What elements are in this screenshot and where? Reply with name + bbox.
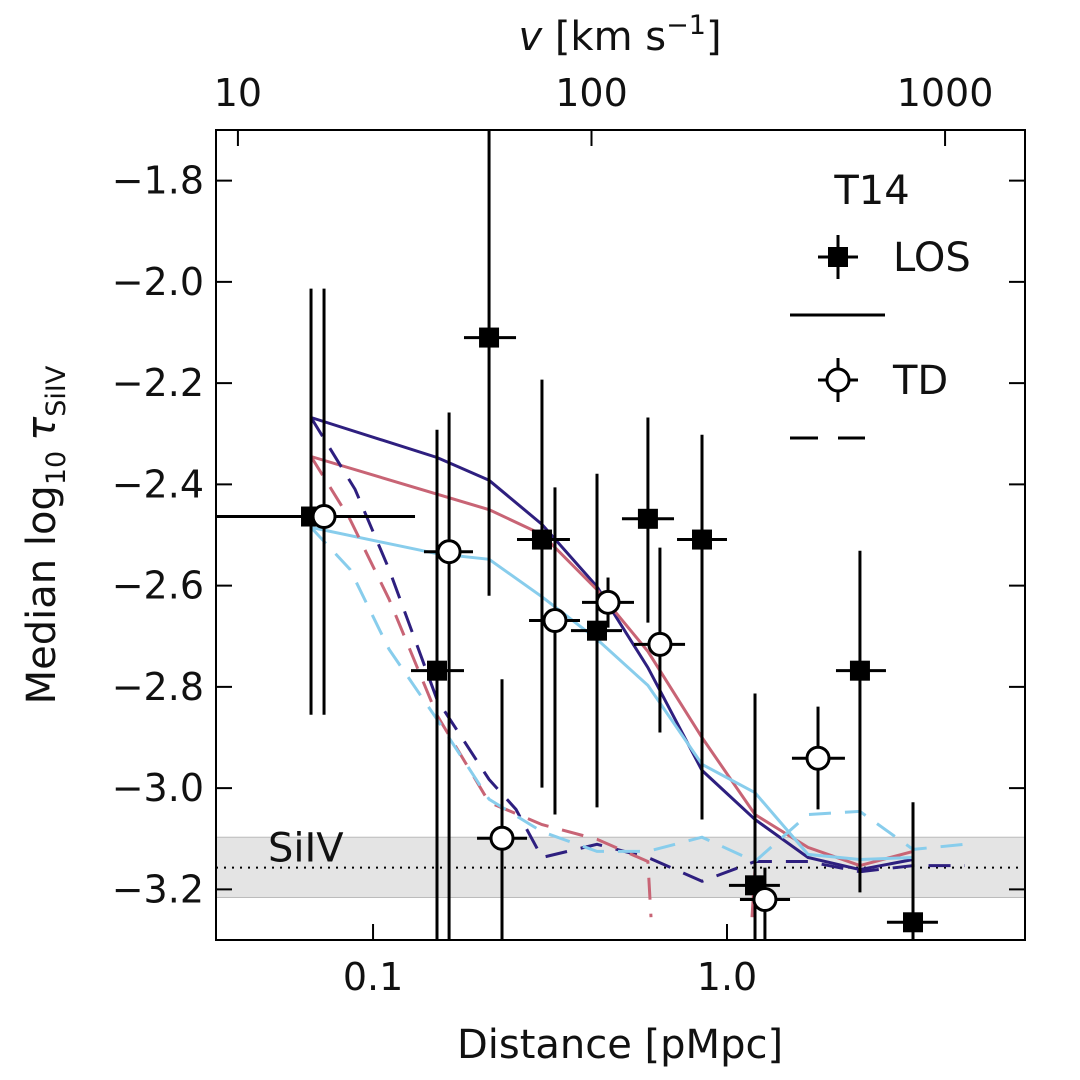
marker-circle bbox=[805, 745, 831, 771]
y-axis-label: Median log10 τSiIV bbox=[19, 365, 72, 704]
marker-circle bbox=[489, 825, 515, 851]
band-label: SiIV bbox=[268, 826, 344, 872]
x-tick-label: 0.1 bbox=[343, 955, 403, 999]
x2-label-part: [km s bbox=[542, 14, 666, 60]
x-axis-label: Distance [pMpc] bbox=[457, 1022, 783, 1068]
plot-frame bbox=[215, 129, 1026, 941]
marker-square bbox=[903, 912, 924, 933]
marker-square bbox=[479, 327, 500, 348]
y-tick-label: −2.0 bbox=[112, 260, 204, 304]
marker-circle bbox=[595, 589, 621, 615]
y-tick-label: −2.6 bbox=[112, 564, 204, 608]
x2-tick-label: 1000 bbox=[897, 71, 994, 115]
plot-area bbox=[216, 130, 1025, 940]
x2-tick-label: 100 bbox=[555, 71, 628, 115]
marker-circle bbox=[542, 608, 568, 634]
band bbox=[216, 836, 1025, 898]
marker-square bbox=[637, 508, 658, 529]
marker-circle bbox=[311, 504, 337, 530]
legend-title: T14 bbox=[833, 168, 909, 214]
x2-label-part: v bbox=[518, 14, 543, 60]
y-tick-label: −2.2 bbox=[112, 361, 204, 405]
legend-marker bbox=[828, 247, 848, 267]
legend-label: LOS bbox=[893, 235, 971, 281]
y-tick-label: −3.0 bbox=[112, 766, 204, 810]
y-label-part: Median log bbox=[19, 485, 65, 704]
y-label-part: 10 bbox=[41, 451, 72, 485]
x2-tick-label: 10 bbox=[214, 71, 262, 115]
x2-label-part: ] bbox=[706, 14, 722, 60]
model-line bbox=[309, 416, 965, 883]
y-tick-label: −3.2 bbox=[112, 867, 204, 911]
y-tick-label: −2.8 bbox=[112, 665, 204, 709]
legend: T14 LOS TD bbox=[790, 168, 971, 440]
legend-marker bbox=[825, 367, 851, 393]
marker-square bbox=[849, 660, 870, 681]
x-tick-label: 1.0 bbox=[697, 955, 757, 999]
model-line bbox=[310, 525, 914, 862]
marker-circle bbox=[436, 539, 462, 565]
y-label-part: SiIV bbox=[41, 365, 72, 417]
x2-axis-label: v [km s−1] bbox=[518, 10, 721, 60]
marker-square bbox=[587, 620, 608, 641]
marker-square bbox=[427, 660, 448, 681]
y-label-part: τ bbox=[19, 416, 65, 441]
marker-square bbox=[692, 529, 713, 550]
y-tick-label: −1.8 bbox=[112, 159, 204, 203]
marker-circle bbox=[752, 887, 778, 912]
y-tick-label: −2.4 bbox=[112, 462, 204, 506]
marker-square bbox=[531, 529, 552, 550]
model-line bbox=[310, 416, 914, 872]
model-line bbox=[309, 526, 966, 864]
marker-circle bbox=[647, 631, 673, 657]
legend-label: TD bbox=[892, 358, 948, 404]
x2-label-part: −1 bbox=[666, 10, 706, 41]
